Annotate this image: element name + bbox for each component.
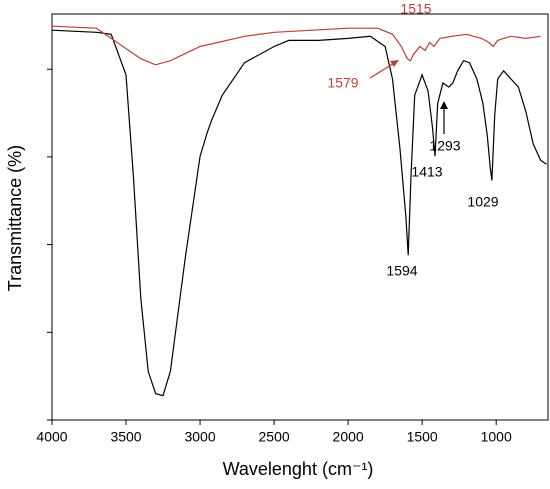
spectrum-line [51,29,547,397]
arrow-head [390,60,399,67]
spectrum-line [51,25,541,66]
x-tick-label: 3000 [184,429,215,445]
x-tick-label: 4000 [36,429,67,445]
annotation: 1515 [400,1,431,17]
x-tick-label: 2500 [259,429,290,445]
x-tick-label: 1000 [481,429,512,445]
y-axis-title: Transmittance (%) [5,145,25,291]
annotation: 1029 [467,194,498,210]
arrow [369,61,397,79]
x-tick-label: 3500 [110,429,141,445]
annotation: 1293 [429,138,460,154]
annotation: 1594 [386,263,417,279]
annotation: 1413 [411,164,442,180]
annotation: 1579 [327,75,358,91]
arrow-head [440,101,448,109]
x-axis-title: Wavelenght (cm⁻¹) [223,459,374,479]
x-tick-label: 1500 [407,429,438,445]
plot-frame [51,13,549,421]
x-tick-label: 2000 [333,429,364,445]
